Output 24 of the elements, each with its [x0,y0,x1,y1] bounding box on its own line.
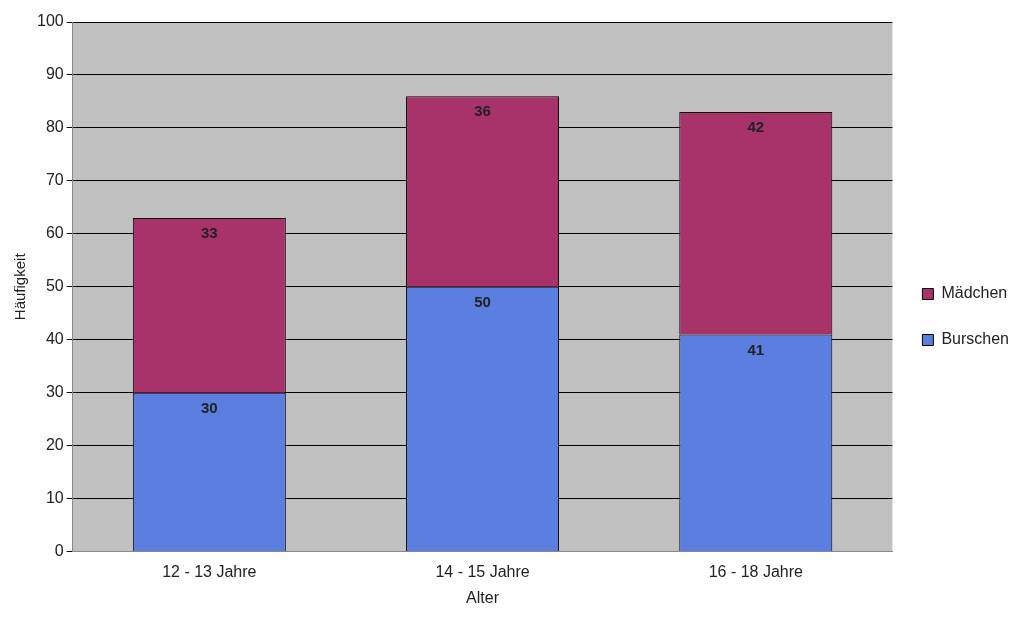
y-tick-label: 0 [54,542,64,560]
data-label: 42 [747,118,765,136]
x-axis-title: Alter [466,588,500,606]
x-tick-label: 12 - 13 Jahre [162,562,257,580]
x-tick-label: 16 - 18 Jahre [708,562,804,580]
y-axis-title: Häufigkeit [11,252,29,321]
y-tick-label: 80 [45,118,64,136]
y-tick-label: 60 [45,224,64,242]
data-label: 50 [474,292,491,310]
data-label: 30 [200,398,218,416]
y-tick-label: 10 [45,489,64,507]
data-label: 41 [747,340,765,358]
data-label: 36 [474,102,491,120]
x-tick-label: 14 - 15 Jahre [435,562,530,580]
y-tick-label: 40 [45,330,64,348]
data-label: 33 [200,224,218,242]
y-tick-label: 70 [45,171,64,189]
y-tick-label: 90 [45,65,64,83]
legend-label: Burschen [941,330,1009,348]
y-tick-label: 30 [45,383,64,401]
y-tick-label: 20 [45,436,64,454]
legend-label: Mädchen [941,284,1008,302]
y-tick-label: 100 [36,12,64,30]
y-tick-label: 50 [45,277,64,295]
